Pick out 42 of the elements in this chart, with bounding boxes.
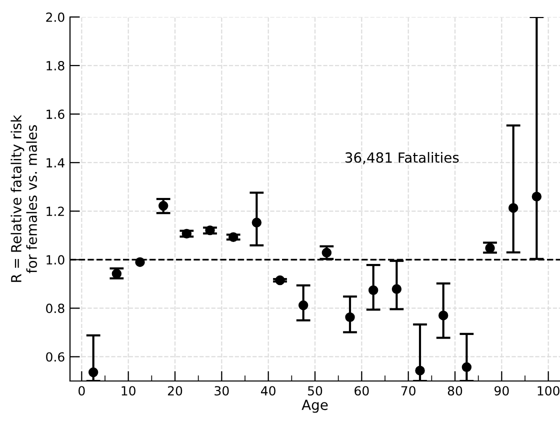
point xyxy=(228,232,238,242)
point xyxy=(508,203,518,213)
x-tick-label: 60 xyxy=(354,386,369,396)
x-tick-label: 100 xyxy=(538,386,560,396)
point xyxy=(415,366,425,376)
point xyxy=(485,243,495,253)
point xyxy=(322,248,332,258)
y-tick-label: 1.4 xyxy=(46,158,64,168)
y-tick-label: 1.2 xyxy=(46,206,64,216)
x-tick-label: 10 xyxy=(122,386,136,396)
x-tick-label: 0 xyxy=(78,386,85,396)
point xyxy=(392,284,402,294)
point xyxy=(88,367,98,378)
y-tick-label: 1.6 xyxy=(46,110,64,119)
x-axis-title: Age xyxy=(302,400,328,413)
point xyxy=(275,275,285,286)
point xyxy=(532,192,542,202)
x-tick-label: 70 xyxy=(401,386,416,396)
x-tick-label: 50 xyxy=(308,386,322,396)
point xyxy=(368,285,378,296)
point xyxy=(205,225,215,236)
y-tick-label: 1.0 xyxy=(46,255,64,265)
point xyxy=(298,300,308,310)
point xyxy=(112,268,122,279)
y-tick-label: 0.8 xyxy=(46,304,64,314)
point xyxy=(182,228,192,239)
x-tick-label: 30 xyxy=(214,386,229,396)
x-tick-label: 20 xyxy=(168,386,182,396)
y-tick-label: 1.8 xyxy=(46,61,64,70)
x-tick-label: 40 xyxy=(260,386,276,396)
point xyxy=(462,362,472,372)
point xyxy=(252,218,262,228)
x-tick-label: 90 xyxy=(494,386,509,396)
annotation: 36,481 Fatalities xyxy=(345,152,459,164)
point xyxy=(345,312,355,322)
point xyxy=(158,200,168,211)
y-axis-title: R = Relative fatality risk for females vs. males xyxy=(10,114,38,282)
point xyxy=(438,310,448,320)
x-tick-label: 80 xyxy=(448,386,462,396)
y-tick-label: 0.6 xyxy=(46,352,64,362)
y-tick-label: 2.0 xyxy=(46,12,64,22)
point xyxy=(135,257,145,267)
